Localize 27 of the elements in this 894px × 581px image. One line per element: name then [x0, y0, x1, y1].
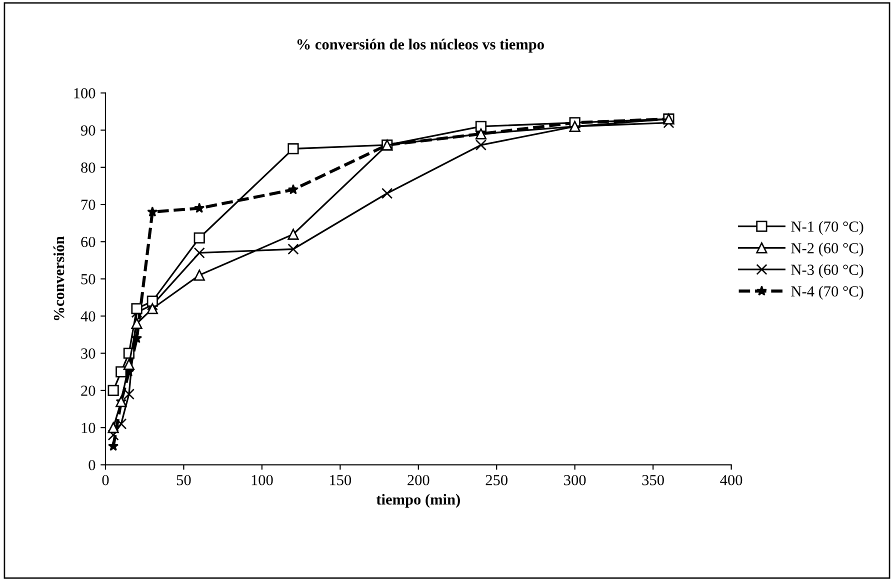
- x-tick-label: 250: [486, 474, 508, 486]
- x-tick-label: 300: [564, 474, 586, 486]
- y-tick-label: 30: [81, 348, 96, 359]
- y-tick-label: 100: [74, 88, 96, 98]
- y-tick-label: 0: [88, 460, 96, 470]
- legend-label: N-1 (70 °C): [791, 221, 864, 235]
- x-tick-label: 0: [102, 474, 109, 486]
- x-tick-label: 150: [330, 474, 352, 486]
- chart-title: % conversión de los núcleos vs tiempo: [297, 38, 544, 53]
- y-tick-label: 40: [80, 311, 96, 322]
- x-tick-label: 200: [408, 474, 430, 486]
- x-tick-label: 350: [642, 474, 664, 486]
- x-tick-label: 100: [252, 474, 273, 486]
- y-tick-label: 10: [82, 422, 96, 434]
- y-tick-label: 20: [81, 386, 96, 396]
- legend-label: N-3 (60 °C): [791, 264, 864, 278]
- x-tick-label: 400: [720, 474, 742, 486]
- y-tick-label: 50: [81, 274, 96, 284]
- x-tick-label: 50: [176, 474, 191, 486]
- x-axis-title: tiempo (min): [376, 494, 460, 508]
- y-tick-label: 70: [82, 200, 96, 210]
- y-axis-title: %conversión: [53, 236, 64, 320]
- legend-label: N-2 (60 °C): [791, 242, 864, 256]
- y-tick-label: 80: [81, 162, 96, 173]
- y-tick-label: 60: [81, 236, 96, 248]
- legend-label: N-4 (70 °C): [791, 286, 864, 300]
- y-tick-label: 90: [80, 125, 96, 136]
